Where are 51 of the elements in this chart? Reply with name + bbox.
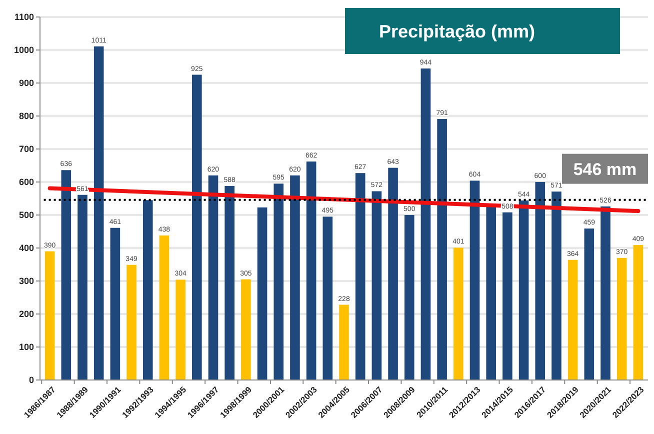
bar (420, 68, 431, 380)
bar (502, 212, 512, 380)
bar (306, 162, 316, 380)
y-tick-label: 0 (28, 375, 34, 386)
y-tick-label: 1100 (14, 12, 34, 22)
bar (192, 74, 202, 380)
bar (61, 170, 72, 380)
bar (176, 280, 186, 380)
bar (257, 207, 268, 380)
bar (584, 228, 594, 380)
bar (44, 251, 55, 380)
y-tick-label: 500 (18, 210, 34, 220)
y-tick-label: 1000 (14, 45, 34, 56)
y-tick-label: 100 (18, 342, 34, 352)
ref-line-label: 546 mm (573, 160, 637, 179)
y-tick-label: 300 (18, 276, 34, 286)
bar (241, 279, 251, 380)
bar (322, 216, 333, 380)
bar (616, 258, 627, 380)
bar (470, 180, 480, 380)
chart-title: Precipitação (mm) (378, 21, 536, 42)
bar (552, 192, 562, 380)
bar (486, 206, 496, 380)
bar (290, 175, 300, 380)
bar (274, 184, 284, 380)
bar (518, 200, 529, 380)
bar (372, 191, 382, 380)
bar (78, 194, 88, 380)
bar (110, 228, 120, 380)
y-tick-label: 400 (18, 243, 34, 254)
y-tick-label: 200 (18, 309, 34, 320)
y-tick-label: 700 (18, 144, 34, 154)
bar (454, 248, 464, 380)
bar (224, 186, 234, 380)
bar (208, 175, 218, 380)
bar (388, 168, 398, 380)
bar (633, 245, 644, 380)
bar (355, 173, 366, 380)
bar (94, 46, 104, 380)
bar (339, 304, 349, 380)
y-tick-label: 900 (18, 78, 34, 88)
bar (404, 215, 414, 380)
bar (142, 200, 153, 380)
y-tick-label: 800 (18, 111, 34, 122)
y-tick-label: 600 (18, 177, 34, 188)
bar (159, 235, 170, 380)
bar (535, 182, 546, 380)
bar (600, 206, 610, 380)
bar (437, 118, 447, 380)
bar (126, 264, 136, 380)
bar (568, 260, 578, 380)
